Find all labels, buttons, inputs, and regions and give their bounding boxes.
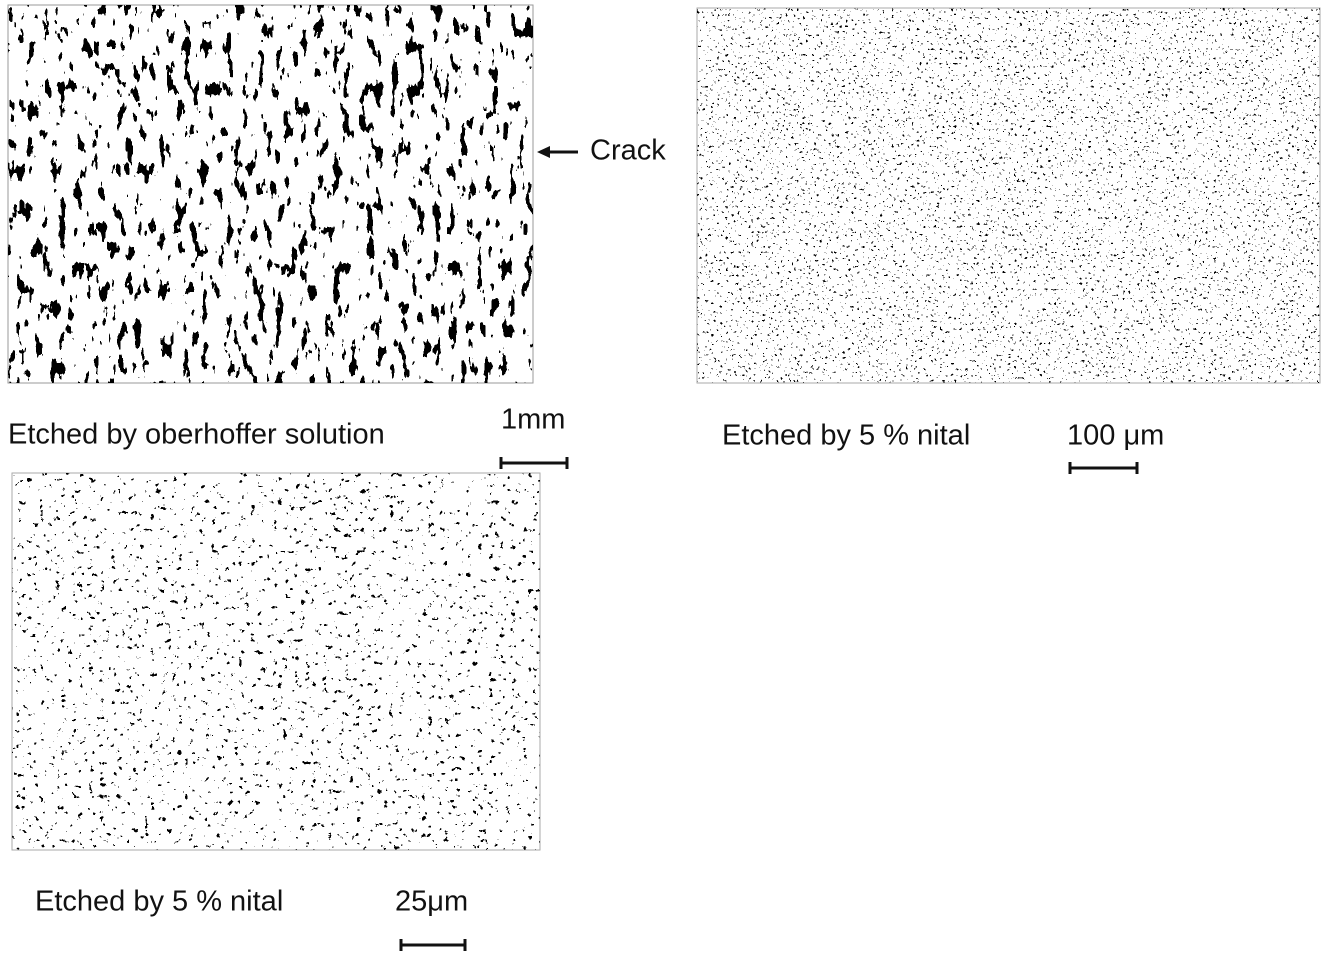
caption: Etched by oberhoffer solution: [8, 419, 385, 451]
micrograph: [697, 8, 1320, 383]
scale-bar: [501, 457, 567, 469]
micrograph: [12, 473, 540, 850]
arrow-head: [537, 146, 550, 158]
caption: Etched by 5 % nital: [722, 420, 970, 452]
annotation: Crack: [590, 135, 666, 167]
scale-bar: [401, 939, 465, 951]
scale-label: 100 μm: [1067, 420, 1164, 452]
micrograph: [8, 5, 533, 383]
scale-bar: [1070, 462, 1137, 474]
caption: Etched by 5 % nital: [35, 886, 283, 918]
scale-label: 25μm: [395, 886, 468, 918]
scale-label: 1mm: [501, 404, 565, 436]
figure: Crack Etched by oberhoffer solution 1mm …: [0, 0, 1330, 953]
